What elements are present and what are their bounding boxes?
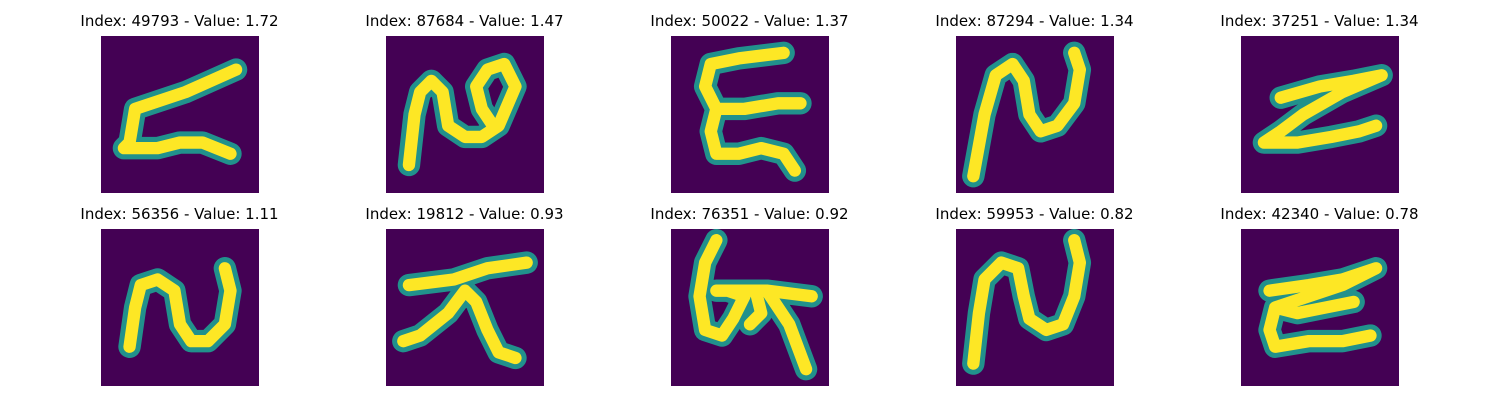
image-panel: Index: 37251 - Value: 1.34 — [1177, 9, 1462, 199]
glyph-image — [101, 229, 259, 386]
image-panel: Index: 42340 - Value: 0.78 — [1177, 202, 1462, 392]
image-title: Index: 76351 - Value: 0.92 — [650, 205, 849, 223]
glyph-script-z-angled-icon — [101, 36, 259, 193]
image-panel: Index: 76351 - Value: 0.92 — [607, 202, 892, 392]
image-title: Index: 56356 - Value: 1.11 — [80, 205, 279, 223]
image-title: Index: 42340 - Value: 0.78 — [1220, 205, 1419, 223]
glyph-script-epsilon-icon — [671, 36, 829, 193]
image-panel: Index: 19812 - Value: 0.93 — [322, 202, 607, 392]
image-panel: Index: 56356 - Value: 1.11 — [37, 202, 322, 392]
image-panel: Index: 59953 - Value: 0.82 — [892, 202, 1177, 392]
glyph-image — [671, 229, 829, 386]
image-title: Index: 87684 - Value: 1.47 — [365, 12, 564, 30]
image-title: Index: 50022 - Value: 1.37 — [650, 12, 849, 30]
glyph-script-z-double-icon — [1241, 229, 1399, 386]
image-panel: Index: 87294 - Value: 1.34 — [892, 9, 1177, 199]
glyph-script-z-flat-icon — [1241, 36, 1399, 193]
glyph-script-six-cross-icon — [671, 229, 829, 386]
image-title: Index: 19812 - Value: 0.93 — [365, 205, 564, 223]
image-title: Index: 59953 - Value: 0.82 — [935, 205, 1134, 223]
glyph-image — [101, 36, 259, 193]
glyph-image — [1241, 229, 1399, 386]
image-panel: Index: 49793 - Value: 1.72 — [37, 9, 322, 199]
glyph-script-x-cross-icon — [386, 229, 544, 386]
image-title: Index: 87294 - Value: 1.34 — [935, 12, 1134, 30]
glyph-image — [1241, 36, 1399, 193]
glyph-image — [386, 229, 544, 386]
glyph-script-n-looped-icon — [386, 36, 544, 193]
glyph-script-n-small-icon — [101, 229, 259, 386]
glyph-image — [956, 36, 1114, 193]
image-panel: Index: 87684 - Value: 1.47 — [322, 9, 607, 199]
image-panel: Index: 50022 - Value: 1.37 — [607, 9, 892, 199]
glyph-image — [956, 229, 1114, 386]
glyph-script-n-tall-icon — [956, 229, 1114, 386]
glyph-script-n-icon — [956, 36, 1114, 193]
glyph-image — [386, 36, 544, 193]
glyph-image — [671, 36, 829, 193]
image-title: Index: 37251 - Value: 1.34 — [1220, 12, 1419, 30]
image-title: Index: 49793 - Value: 1.72 — [80, 12, 279, 30]
